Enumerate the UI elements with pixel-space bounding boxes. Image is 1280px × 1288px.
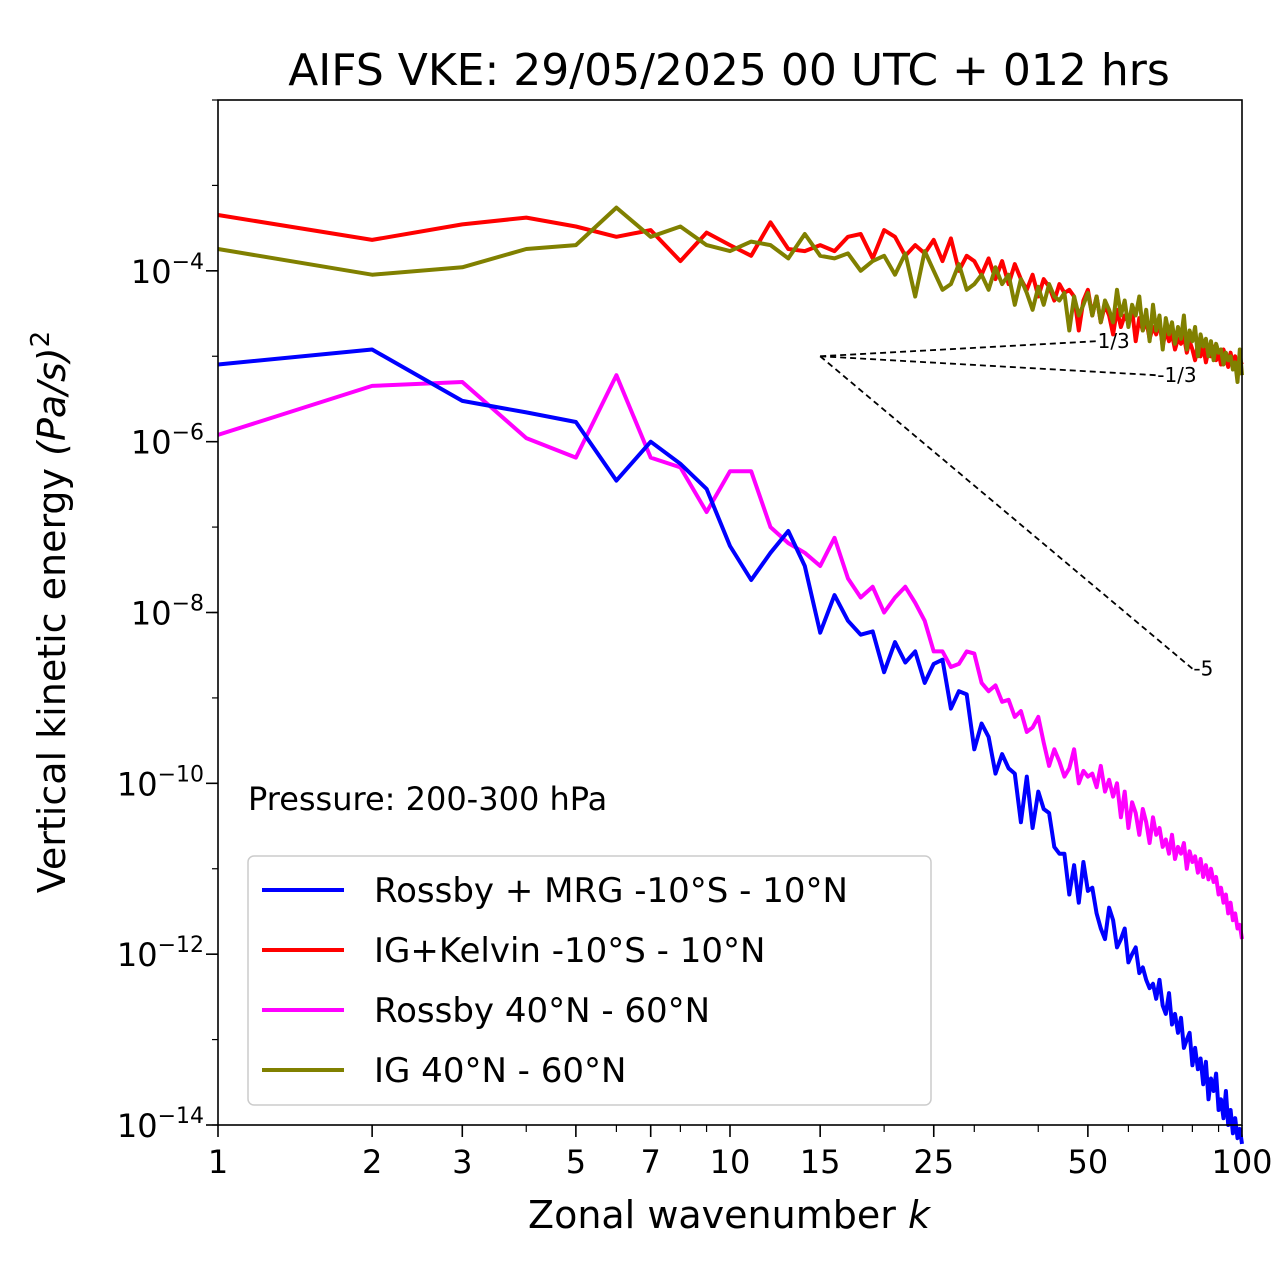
reference-slope-line [820,340,1097,358]
x-tick-label: 25 [913,1143,954,1181]
y-tick-label: 10−4 [131,250,204,291]
series-line [217,347,1244,1145]
chart-title: AIFS VKE: 29/05/2025 00 UTC + 012 hrs [288,45,1170,96]
legend: Rossby + MRG -10°S - 10°N IG+Kelvin -10°S… [247,855,932,1106]
series-line [217,205,1244,384]
x-tick-label: 5 [566,1143,586,1181]
legend-label: IG+Kelvin -10°S - 10°N [374,931,765,971]
series-line [217,373,1244,940]
y-tick-label: 10−14 [117,1104,204,1145]
x-tick-label: 2 [362,1143,382,1181]
legend-label: Rossby 40°N - 60°N [374,991,710,1031]
legend-label: IG 40°N - 60°N [374,1051,626,1091]
x-tick-label: 3 [452,1143,472,1181]
x-tick-label: 10 [710,1143,751,1181]
y-tick-label: 10−8 [131,592,204,633]
y-tick-label: 10−10 [117,762,204,803]
reference-slope-line [820,355,1157,377]
legend-box [247,855,932,1106]
y-axis-label: Vertical kinetic energy (Pa/s)2 [26,331,74,893]
x-tick-label: 100 [1211,1143,1272,1181]
reference-slope-label: -5 [1193,657,1213,681]
y-tick-label: 10−12 [117,933,204,974]
x-axis-label: Zonal wavenumber k [528,1193,932,1237]
pressure-annotation: Pressure: 200-300 hPa [248,780,607,818]
reference-slope-line [819,355,1193,670]
x-tick-label: 15 [800,1143,841,1181]
y-tick-label: 10−6 [131,421,204,462]
x-tick-label: 50 [1068,1143,1109,1181]
reference-slope-label: -1/3 [1157,363,1196,387]
x-tick-label: 1 [208,1143,228,1181]
x-tick-label: 7 [641,1143,661,1181]
legend-label: Rossby + MRG -10°S - 10°N [374,871,848,911]
